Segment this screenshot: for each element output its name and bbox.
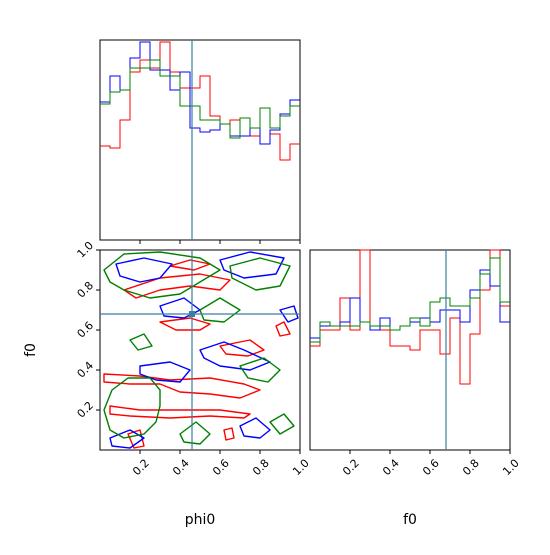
contour-series-2-level-3 bbox=[199, 297, 241, 323]
f0-ytick-label-2: 0.6 bbox=[75, 319, 97, 341]
contour-series-0-level-7 bbox=[275, 321, 291, 337]
contour-series-2-level-2 bbox=[229, 257, 291, 291]
phi0-histogram-layer bbox=[100, 40, 300, 240]
f0-hist-xtick-label-2: 0.6 bbox=[420, 457, 442, 479]
phi0-xtick-label-3: 0.8 bbox=[250, 457, 272, 479]
phi0-axis-title: phi0 bbox=[185, 512, 216, 528]
contour-series-1-level-0 bbox=[115, 257, 173, 283]
f0-hist-xtick-label-3: 0.8 bbox=[460, 457, 482, 479]
contour-series-1-level-5 bbox=[239, 417, 271, 439]
f0-hist-xtick-label-0: 0.2 bbox=[340, 457, 362, 479]
phi0-histogram-frame bbox=[99, 39, 301, 241]
f0-hist-series-2 bbox=[310, 257, 510, 343]
contour-series-0-level-1 bbox=[109, 405, 251, 419]
contour-series-0-level-8 bbox=[169, 259, 211, 271]
contour-series-1-level-7 bbox=[279, 305, 299, 323]
f0-y-axis-title: f0 bbox=[23, 343, 39, 357]
contour-series-1-level-3 bbox=[139, 361, 191, 383]
contour-series-2-level-0 bbox=[103, 251, 221, 299]
contour-panel-frame bbox=[99, 249, 301, 451]
contour-series-1-level-1 bbox=[219, 251, 285, 279]
contour-group bbox=[100, 250, 300, 450]
f0-ytick-label-1: 0.4 bbox=[75, 359, 97, 381]
contour-truth-marker bbox=[189, 311, 195, 317]
phi0-xtick-label-4: 1.0 bbox=[290, 457, 312, 479]
phi0-hist-series-1 bbox=[100, 41, 300, 145]
f0-ytick-label-3: 0.8 bbox=[75, 279, 97, 301]
contour-series-0-level-0 bbox=[103, 373, 261, 399]
f0-ytick-label-0: 0.2 bbox=[75, 399, 97, 421]
f0-histogram-layer bbox=[310, 249, 510, 450]
phi0-xtick-label-1: 0.4 bbox=[170, 457, 192, 479]
contour-series-0-level-6 bbox=[223, 427, 235, 441]
contour-series-2-level-6 bbox=[269, 413, 295, 435]
contour-series-1-level-2 bbox=[199, 341, 271, 371]
f0-axis-title: f0 bbox=[403, 512, 417, 528]
contour-series-0-level-4 bbox=[219, 339, 265, 357]
contour-layer bbox=[100, 250, 300, 450]
contour-series-2-level-4 bbox=[239, 357, 281, 383]
contour-series-0-level-5 bbox=[127, 429, 145, 449]
tick-layer: 0.2 0.4 0.6 0.8 1.0 0.2 0.4 0.6 0.8 1.0 0.2 0.4 0.6 0… bbox=[75, 239, 522, 478]
contour-series-0-level-2 bbox=[123, 273, 231, 299]
f0-histogram-frame bbox=[309, 249, 511, 451]
contour-series-0-level-3 bbox=[159, 317, 211, 331]
f0-hist-xtick-label-1: 0.4 bbox=[380, 457, 402, 479]
contour-series-2-level-1 bbox=[103, 377, 161, 439]
f0-ytick-label-4: 1.0 bbox=[75, 239, 97, 261]
contour-series-2-level-7 bbox=[129, 333, 153, 351]
contour-series-1-level-4 bbox=[109, 429, 145, 449]
f0-hist-series-0 bbox=[310, 249, 510, 385]
contour-series-2-level-5 bbox=[179, 421, 211, 445]
phi0-hist-series-2 bbox=[100, 59, 300, 139]
phi0-xtick-label-2: 0.6 bbox=[210, 457, 232, 479]
phi0-xtick-label-0: 0.2 bbox=[130, 457, 152, 479]
f0-hist-xtick-label-4: 1.0 bbox=[500, 457, 522, 479]
